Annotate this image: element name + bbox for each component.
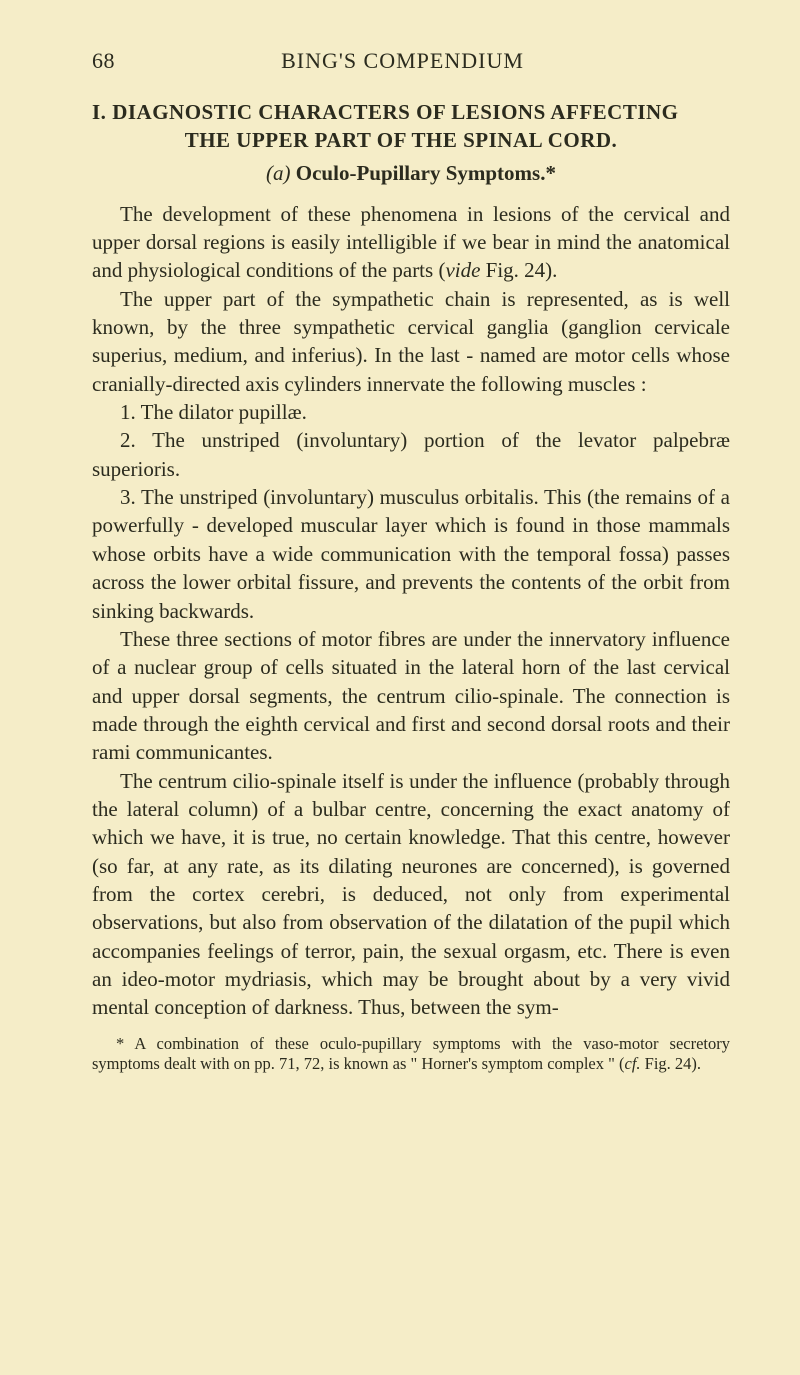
footnote-after-cf: Fig. 24). bbox=[641, 1054, 702, 1073]
header-row: 68 BING'S COMPENDIUM bbox=[92, 48, 730, 74]
footnote: * A combination of these oculo-pupillary… bbox=[92, 1034, 730, 1075]
section-roman: I. bbox=[92, 100, 106, 124]
paragraph-2: The upper part of the sympathetic chain … bbox=[92, 285, 730, 398]
footnote-cf: cf. bbox=[625, 1054, 641, 1073]
paragraph-4: 2. The unstriped (involuntary) portion o… bbox=[92, 426, 730, 483]
running-head: BING'S COMPENDIUM bbox=[75, 48, 730, 74]
paragraph-5: 3. The unstriped (involuntary) musculus … bbox=[92, 483, 730, 625]
section-title-line1: DIAGNOSTIC CHARACTERS OF LESIONS AFFECTI… bbox=[112, 100, 678, 124]
p1-vide: vide bbox=[445, 258, 480, 282]
sub-label-a: (a) bbox=[266, 161, 291, 185]
paragraph-3: 1. The dilator pupillæ. bbox=[92, 398, 730, 426]
paragraph-1: The development of these phenomena in le… bbox=[92, 200, 730, 285]
page: 68 BING'S COMPENDIUM I. DIAGNOSTIC CHARA… bbox=[0, 0, 800, 1375]
section-title: I. DIAGNOSTIC CHARACTERS OF LESIONS AFFE… bbox=[92, 98, 730, 155]
paragraph-7: The centrum cilio-spinale itself is unde… bbox=[92, 767, 730, 1022]
section-subheading: (a) Oculo-Pupillary Symptoms.* bbox=[92, 161, 730, 186]
paragraph-6: These three sections of motor fibres are… bbox=[92, 625, 730, 767]
sub-title-text: Oculo-Pupillary Symptoms.* bbox=[296, 161, 556, 185]
p1-text-before: The development of these phenomena in le… bbox=[92, 202, 730, 283]
section-title-line2: THE UPPER PART OF THE SPINAL CORD. bbox=[72, 126, 730, 154]
p1-text-after: Fig. 24). bbox=[480, 258, 557, 282]
